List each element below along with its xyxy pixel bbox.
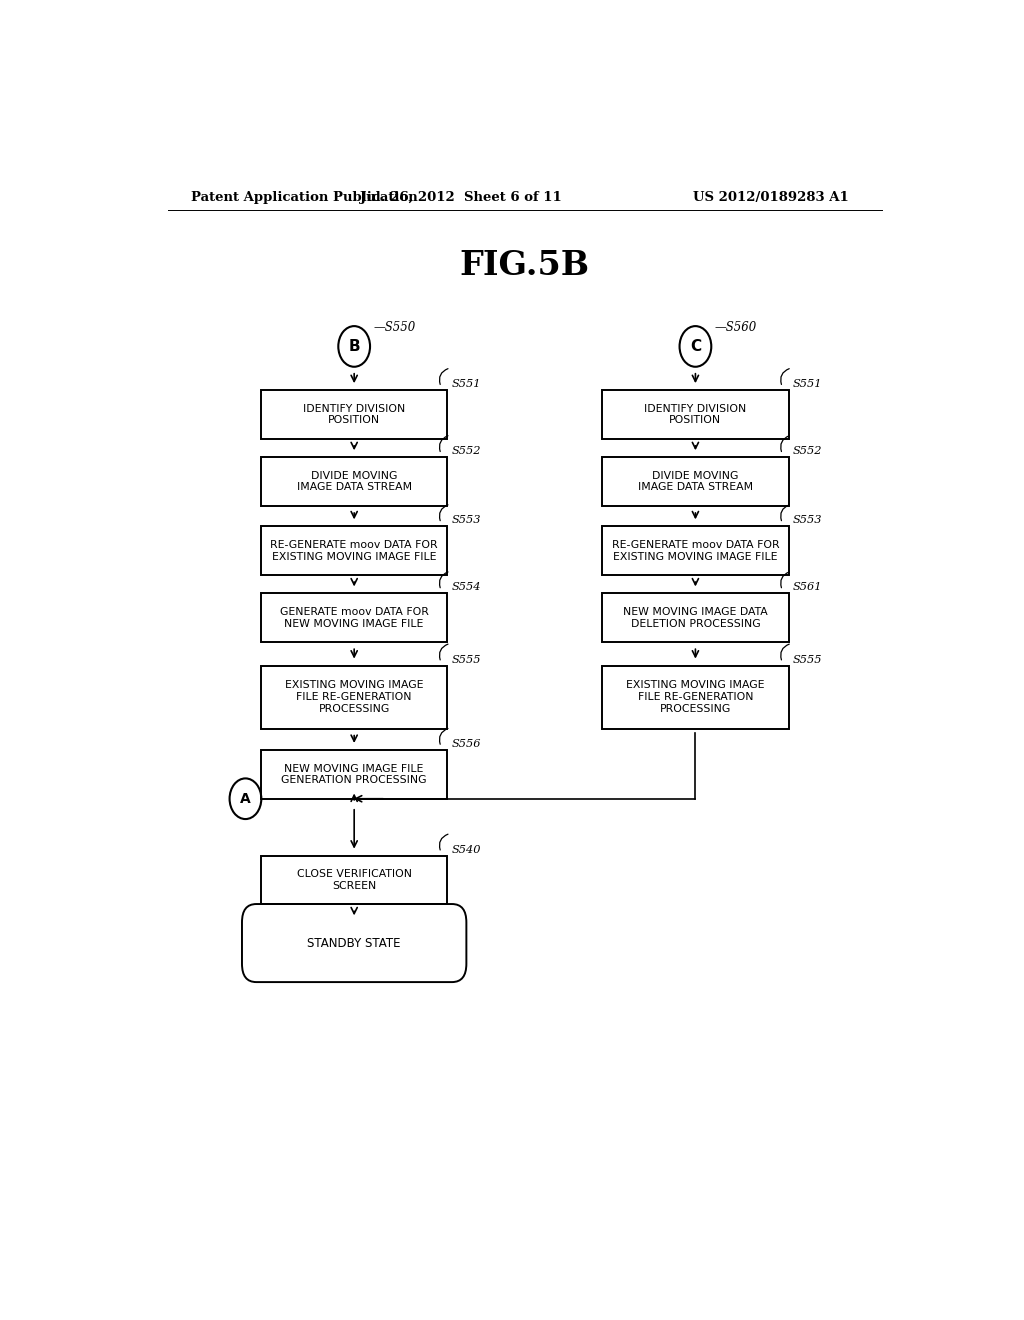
Text: A: A	[240, 792, 251, 805]
Text: S554: S554	[452, 582, 481, 593]
Text: S551: S551	[793, 379, 822, 389]
Text: CLOSE VERIFICATION
SCREEN: CLOSE VERIFICATION SCREEN	[297, 870, 412, 891]
Text: —S560: —S560	[715, 321, 757, 334]
Text: DIVIDE MOVING
IMAGE DATA STREAM: DIVIDE MOVING IMAGE DATA STREAM	[297, 471, 412, 492]
Text: S551: S551	[452, 379, 481, 389]
Text: GENERATE moov DATA FOR
NEW MOVING IMAGE FILE: GENERATE moov DATA FOR NEW MOVING IMAGE …	[280, 607, 429, 628]
Text: FIG.5B: FIG.5B	[460, 248, 590, 281]
FancyBboxPatch shape	[261, 457, 447, 506]
FancyBboxPatch shape	[602, 457, 788, 506]
Text: C: C	[690, 339, 701, 354]
Text: S552: S552	[452, 446, 481, 457]
Text: —S550: —S550	[373, 321, 416, 334]
Text: DIVIDE MOVING
IMAGE DATA STREAM: DIVIDE MOVING IMAGE DATA STREAM	[638, 471, 753, 492]
Text: NEW MOVING IMAGE DATA
DELETION PROCESSING: NEW MOVING IMAGE DATA DELETION PROCESSIN…	[623, 607, 768, 628]
FancyBboxPatch shape	[261, 594, 447, 643]
Text: S561: S561	[793, 582, 822, 593]
FancyBboxPatch shape	[261, 665, 447, 729]
FancyBboxPatch shape	[602, 665, 788, 729]
Text: S553: S553	[452, 515, 481, 525]
Text: S553: S553	[793, 515, 822, 525]
FancyBboxPatch shape	[261, 391, 447, 440]
Text: S555: S555	[793, 655, 822, 664]
Text: S540: S540	[452, 845, 481, 854]
Text: Patent Application Publication: Patent Application Publication	[191, 190, 418, 203]
Text: RE-GENERATE moov DATA FOR
EXISTING MOVING IMAGE FILE: RE-GENERATE moov DATA FOR EXISTING MOVIN…	[270, 540, 438, 561]
FancyBboxPatch shape	[261, 527, 447, 576]
Text: EXISTING MOVING IMAGE
FILE RE-GENERATION
PROCESSING: EXISTING MOVING IMAGE FILE RE-GENERATION…	[626, 681, 765, 714]
Text: EXISTING MOVING IMAGE
FILE RE-GENERATION
PROCESSING: EXISTING MOVING IMAGE FILE RE-GENERATION…	[285, 681, 424, 714]
Text: Jul. 26, 2012  Sheet 6 of 11: Jul. 26, 2012 Sheet 6 of 11	[360, 190, 562, 203]
Text: RE-GENERATE moov DATA FOR
EXISTING MOVING IMAGE FILE: RE-GENERATE moov DATA FOR EXISTING MOVIN…	[611, 540, 779, 561]
FancyBboxPatch shape	[602, 594, 788, 643]
FancyBboxPatch shape	[261, 855, 447, 904]
Text: S555: S555	[452, 655, 481, 664]
Text: STANDBY STATE: STANDBY STATE	[307, 937, 401, 949]
Text: S556: S556	[452, 739, 481, 748]
Text: S552: S552	[793, 446, 822, 457]
Text: IDENTIFY DIVISION
POSITION: IDENTIFY DIVISION POSITION	[303, 404, 406, 425]
FancyBboxPatch shape	[602, 391, 788, 440]
Text: NEW MOVING IMAGE FILE
GENERATION PROCESSING: NEW MOVING IMAGE FILE GENERATION PROCESS…	[282, 763, 427, 785]
FancyBboxPatch shape	[602, 527, 788, 576]
Text: B: B	[348, 339, 360, 354]
Text: US 2012/0189283 A1: US 2012/0189283 A1	[693, 190, 849, 203]
Text: IDENTIFY DIVISION
POSITION: IDENTIFY DIVISION POSITION	[644, 404, 746, 425]
FancyBboxPatch shape	[261, 750, 447, 799]
FancyBboxPatch shape	[242, 904, 466, 982]
